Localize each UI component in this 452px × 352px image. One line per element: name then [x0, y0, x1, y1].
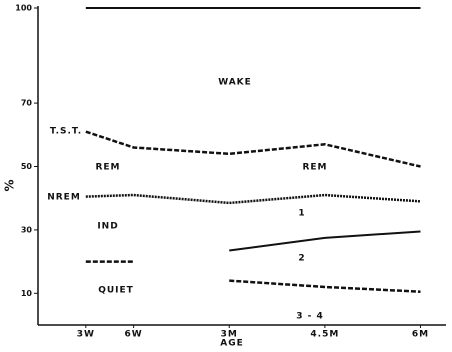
x-tick-label: 6W	[125, 330, 143, 340]
y-axis-label: %	[3, 178, 17, 191]
x-tick-label: 3W	[77, 330, 95, 340]
annotation: 2	[298, 254, 305, 264]
series-line	[85, 193, 421, 205]
annotation: T.S.T.	[50, 127, 82, 137]
y-tick-label: 30	[21, 225, 33, 234]
annotation: IND	[97, 222, 118, 232]
x-tick-label: 4.5M	[310, 330, 339, 340]
x-tick-label: 3M	[221, 330, 238, 340]
y-tick-label: 100	[15, 4, 32, 13]
y-tick-label: 50	[21, 162, 33, 171]
annotation: 3 - 4	[296, 312, 324, 322]
series-line	[229, 279, 421, 293]
annotation: REM	[95, 163, 120, 173]
annotation: QUIET	[98, 286, 134, 296]
x-axis-label: AGE	[220, 339, 244, 349]
y-tick-label: 10	[21, 289, 33, 298]
annotation: WAKE	[218, 78, 252, 88]
annotation: REM	[302, 163, 327, 173]
series-line	[229, 230, 421, 252]
y-tick-label: 70	[21, 99, 33, 108]
series-line	[85, 130, 421, 168]
annotation: NREM	[47, 193, 81, 203]
annotation: 1	[298, 209, 305, 219]
x-tick-label: 6M	[412, 330, 429, 340]
